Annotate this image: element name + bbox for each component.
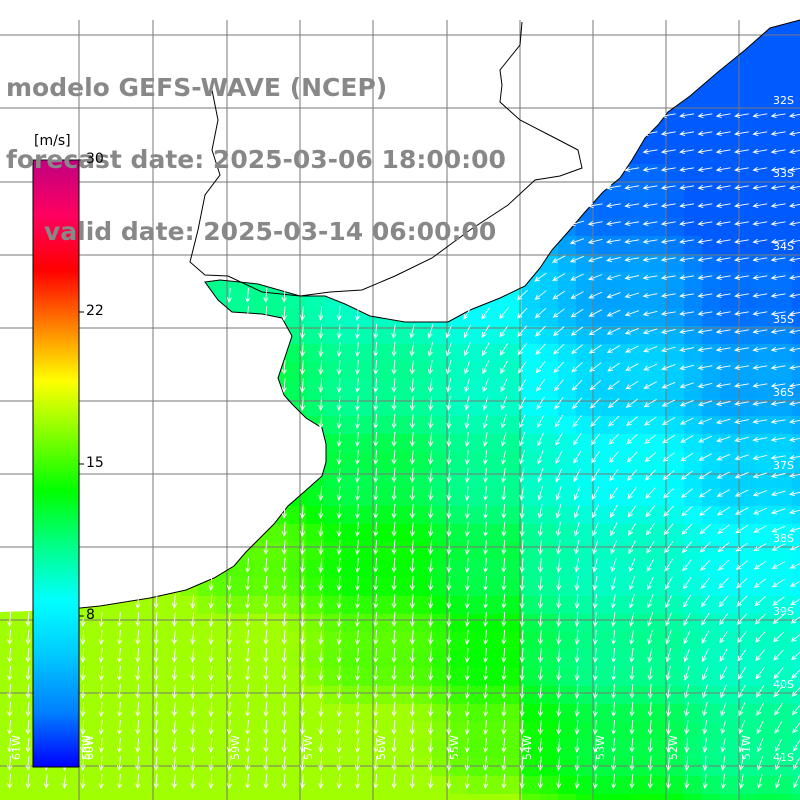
longitude-labels: 61W 60W 59W 57W 56W 55W 54W 53W 52W 51W 50W [10,735,753,760]
lon-label: 59W [229,735,242,760]
coastline [59,19,800,611]
lon-label: 51W [740,735,753,760]
lat-label: 40S [773,678,794,691]
lon-label: 61W [10,735,23,760]
graticule [0,20,800,800]
model-title: modelo GEFS-WAVE (NCEP) [6,73,388,102]
colorbar-gradient [32,159,80,768]
colorbar-unit: [m/s] [34,133,71,149]
valid-date: valid date: 2025-03-14 06:00:00 [44,217,497,246]
map-title: modelo GEFS-WAVE (NCEP) forecast date: 2… [6,28,506,292]
lon-label: 57W [302,735,315,760]
colorbar-tick-8: 8 [86,607,95,623]
lon-label: 55W [448,735,461,760]
lat-label: 35S [773,313,794,326]
lat-label: 39S [773,605,794,618]
lat-label: 36S [773,386,794,399]
colorbar-tick-22: 22 [86,303,104,319]
colorbar-tick-15: 15 [86,455,104,471]
land-mask [0,0,800,612]
lon-label: 50W [80,735,93,760]
lon-label: 52W [667,735,680,760]
colorbar-tick-30: 30 [86,151,104,167]
colorbar [32,159,84,768]
lat-label: 41S [773,751,794,764]
lon-label: 54W [521,735,534,760]
national-border [189,21,583,297]
lon-label: 60W [83,735,96,760]
forecast-date: forecast date: 2025-03-06 18:00:00 [6,145,506,174]
latitude-labels: 32S 33S 34S 35S 36S 37S 38S 39S 40S 41S [773,94,794,764]
lat-label: 34S [773,240,794,253]
wind-arrows [7,112,800,790]
lon-label: 56W [375,735,388,760]
lat-label: 37S [773,459,794,472]
lat-label: 33S [773,167,794,180]
lat-label: 38S [773,532,794,545]
lon-label: 53W [594,735,607,760]
lat-label: 32S [773,94,794,107]
